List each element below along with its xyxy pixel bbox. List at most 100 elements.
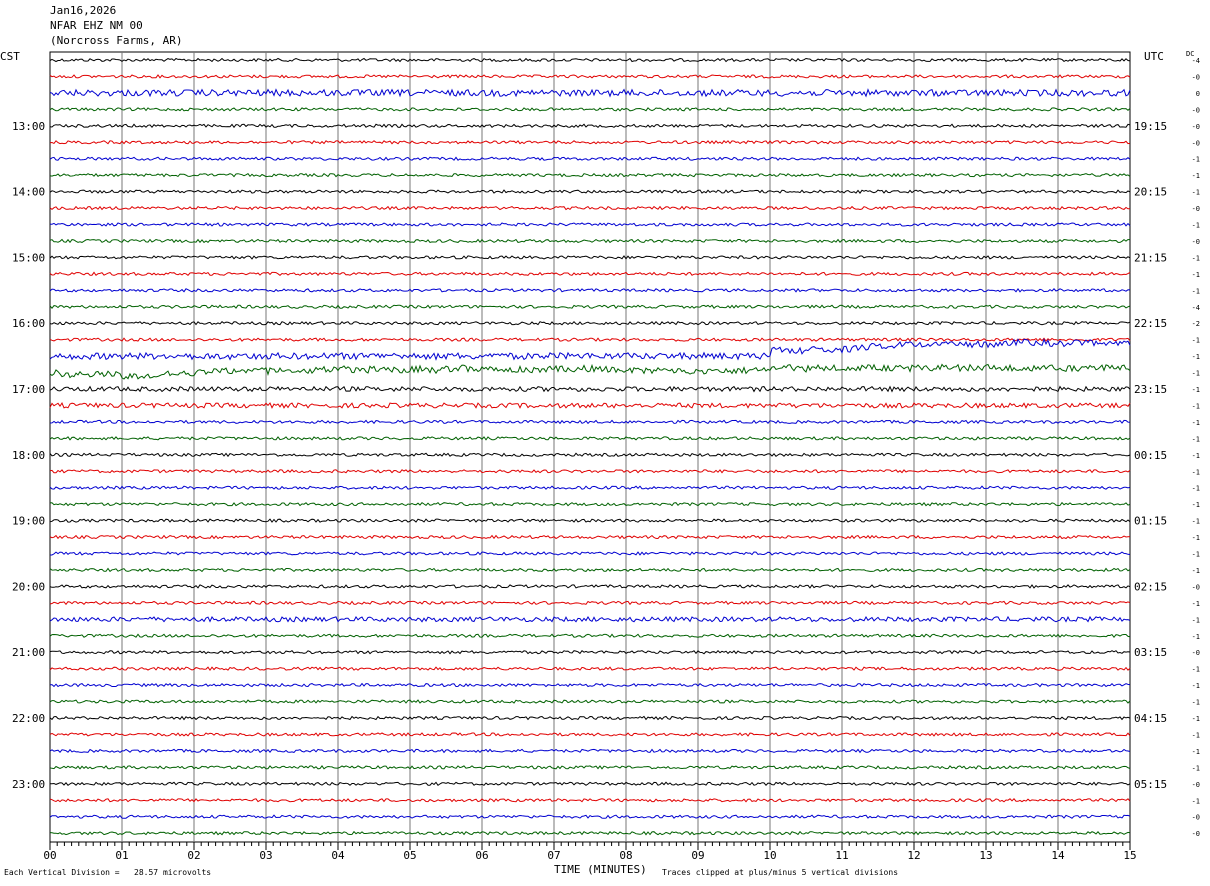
seismic-trace <box>49 501 1131 507</box>
dc-offset-label: -0 <box>1192 106 1200 114</box>
left-hour-label: 13:00 <box>12 120 45 133</box>
seismic-trace <box>49 682 1131 688</box>
dc-offset-label: -1 <box>1192 271 1200 279</box>
seismic-trace <box>49 699 1131 704</box>
right-hour-label: 05:15 <box>1134 778 1167 791</box>
seismic-trace <box>49 255 1131 260</box>
seismic-trace <box>49 748 1131 754</box>
dc-offset-label: -0 <box>1192 781 1200 789</box>
dc-offset-label: -1 <box>1192 402 1200 410</box>
seismic-trace <box>49 567 1131 573</box>
seismic-trace <box>49 338 1131 361</box>
left-hour-label: 22:00 <box>12 712 45 725</box>
seismic-trace <box>49 189 1131 194</box>
x-tick-label: 07 <box>547 849 560 862</box>
right-hour-label: 22:15 <box>1134 317 1167 330</box>
dc-offset-label: -1 <box>1192 699 1200 707</box>
right-hour-label: 00:15 <box>1134 449 1167 462</box>
seismic-trace <box>49 156 1131 161</box>
seismic-trace <box>49 666 1131 671</box>
left-timezone-label: CST <box>0 50 20 63</box>
x-tick-label: 01 <box>115 849 128 862</box>
dc-offset-label: 0 <box>1196 90 1200 98</box>
seismic-trace <box>49 830 1131 836</box>
dc-offset-label: -1 <box>1192 764 1200 772</box>
x-tick-label: 15 <box>1123 849 1136 862</box>
right-hour-label: 21:15 <box>1134 251 1167 264</box>
left-hour-label: 23:00 <box>12 778 45 791</box>
seismic-trace <box>49 469 1131 474</box>
seismic-trace <box>49 452 1131 458</box>
x-tick-label: 09 <box>691 849 704 862</box>
dc-offset-label: -1 <box>1192 666 1200 674</box>
seismic-trace <box>49 518 1131 523</box>
dc-offset-label: -1 <box>1192 222 1200 230</box>
dc-offset-label: -1 <box>1192 567 1200 575</box>
right-hour-label: 20:15 <box>1134 186 1167 199</box>
dc-offset-label: -1 <box>1192 156 1200 164</box>
left-hour-label: 16:00 <box>12 317 45 330</box>
dc-offset-label: -0 <box>1192 123 1200 131</box>
dc-offset-label: -1 <box>1192 468 1200 476</box>
seismic-trace <box>49 485 1131 490</box>
dc-offset-label: -0 <box>1192 830 1200 838</box>
seismic-trace <box>49 765 1131 770</box>
seismic-trace <box>49 205 1130 211</box>
seismic-trace <box>49 320 1131 326</box>
dc-offset-label: -4 <box>1192 304 1200 312</box>
header-date: Jan16,2026 <box>50 4 117 17</box>
seismic-trace <box>49 436 1131 441</box>
seismic-trace <box>49 123 1131 129</box>
right-hour-label: 02:15 <box>1134 580 1167 593</box>
seismic-trace <box>49 814 1131 819</box>
seismic-trace <box>49 363 1131 380</box>
x-axis-title: TIME (MINUTES) <box>554 863 647 876</box>
dc-offset-label: -1 <box>1192 715 1200 723</box>
plot-frame <box>49 51 1131 843</box>
seismic-trace <box>49 419 1131 425</box>
seismic-trace <box>49 534 1131 540</box>
seismic-trace <box>49 715 1131 721</box>
right-hour-label: 23:15 <box>1134 383 1167 396</box>
seismic-trace <box>49 88 1131 98</box>
footer-clip-note: Traces clipped at plus/minus 5 vertical … <box>662 868 899 877</box>
x-tick-label: 03 <box>259 849 272 862</box>
dc-offset-label: -1 <box>1192 337 1200 345</box>
seismic-trace <box>49 584 1131 589</box>
seismic-trace <box>49 140 1131 145</box>
x-tick-label: 02 <box>187 849 200 862</box>
dc-offset-label: -1 <box>1192 600 1200 608</box>
right-hour-label: 19:15 <box>1134 120 1167 133</box>
dc-offset-label: -1 <box>1192 353 1200 361</box>
left-hour-label: 21:00 <box>12 646 45 659</box>
x-tick-label: 14 <box>1051 849 1065 862</box>
right-hour-label: 03:15 <box>1134 646 1167 659</box>
x-tick-label: 10 <box>763 849 776 862</box>
dc-offset-label: -1 <box>1192 501 1200 509</box>
seismic-trace <box>49 304 1131 310</box>
dc-offset-label: -1 <box>1192 797 1200 805</box>
dc-offset-label: -1 <box>1192 172 1200 180</box>
seismic-trace <box>50 781 1131 787</box>
dc-offset-label: -1 <box>1192 633 1200 641</box>
seismic-trace <box>49 57 1131 63</box>
dc-offset-label: -1 <box>1192 518 1200 526</box>
dc-offset-label: -1 <box>1192 254 1200 262</box>
dc-offset-label: -4 <box>1192 57 1200 65</box>
x-tick-label: 13 <box>979 849 992 862</box>
dc-offset-label: -0 <box>1192 814 1200 822</box>
seismic-trace <box>49 107 1131 112</box>
dc-offset-label: -1 <box>1192 485 1200 493</box>
dc-offset-label: -0 <box>1192 139 1200 147</box>
seismic-trace <box>49 798 1131 803</box>
seismic-trace <box>49 238 1131 244</box>
dc-offset-label: -1 <box>1192 682 1200 690</box>
header-station: NFAR EHZ NM 00 <box>50 19 143 32</box>
x-tick-label: 11 <box>835 849 848 862</box>
seismic-trace <box>49 222 1131 227</box>
dc-offset-label: -0 <box>1192 73 1200 81</box>
seismic-trace <box>49 172 1131 178</box>
dc-offset-label: -0 <box>1192 238 1200 246</box>
dc-offset-label: -1 <box>1192 534 1200 542</box>
